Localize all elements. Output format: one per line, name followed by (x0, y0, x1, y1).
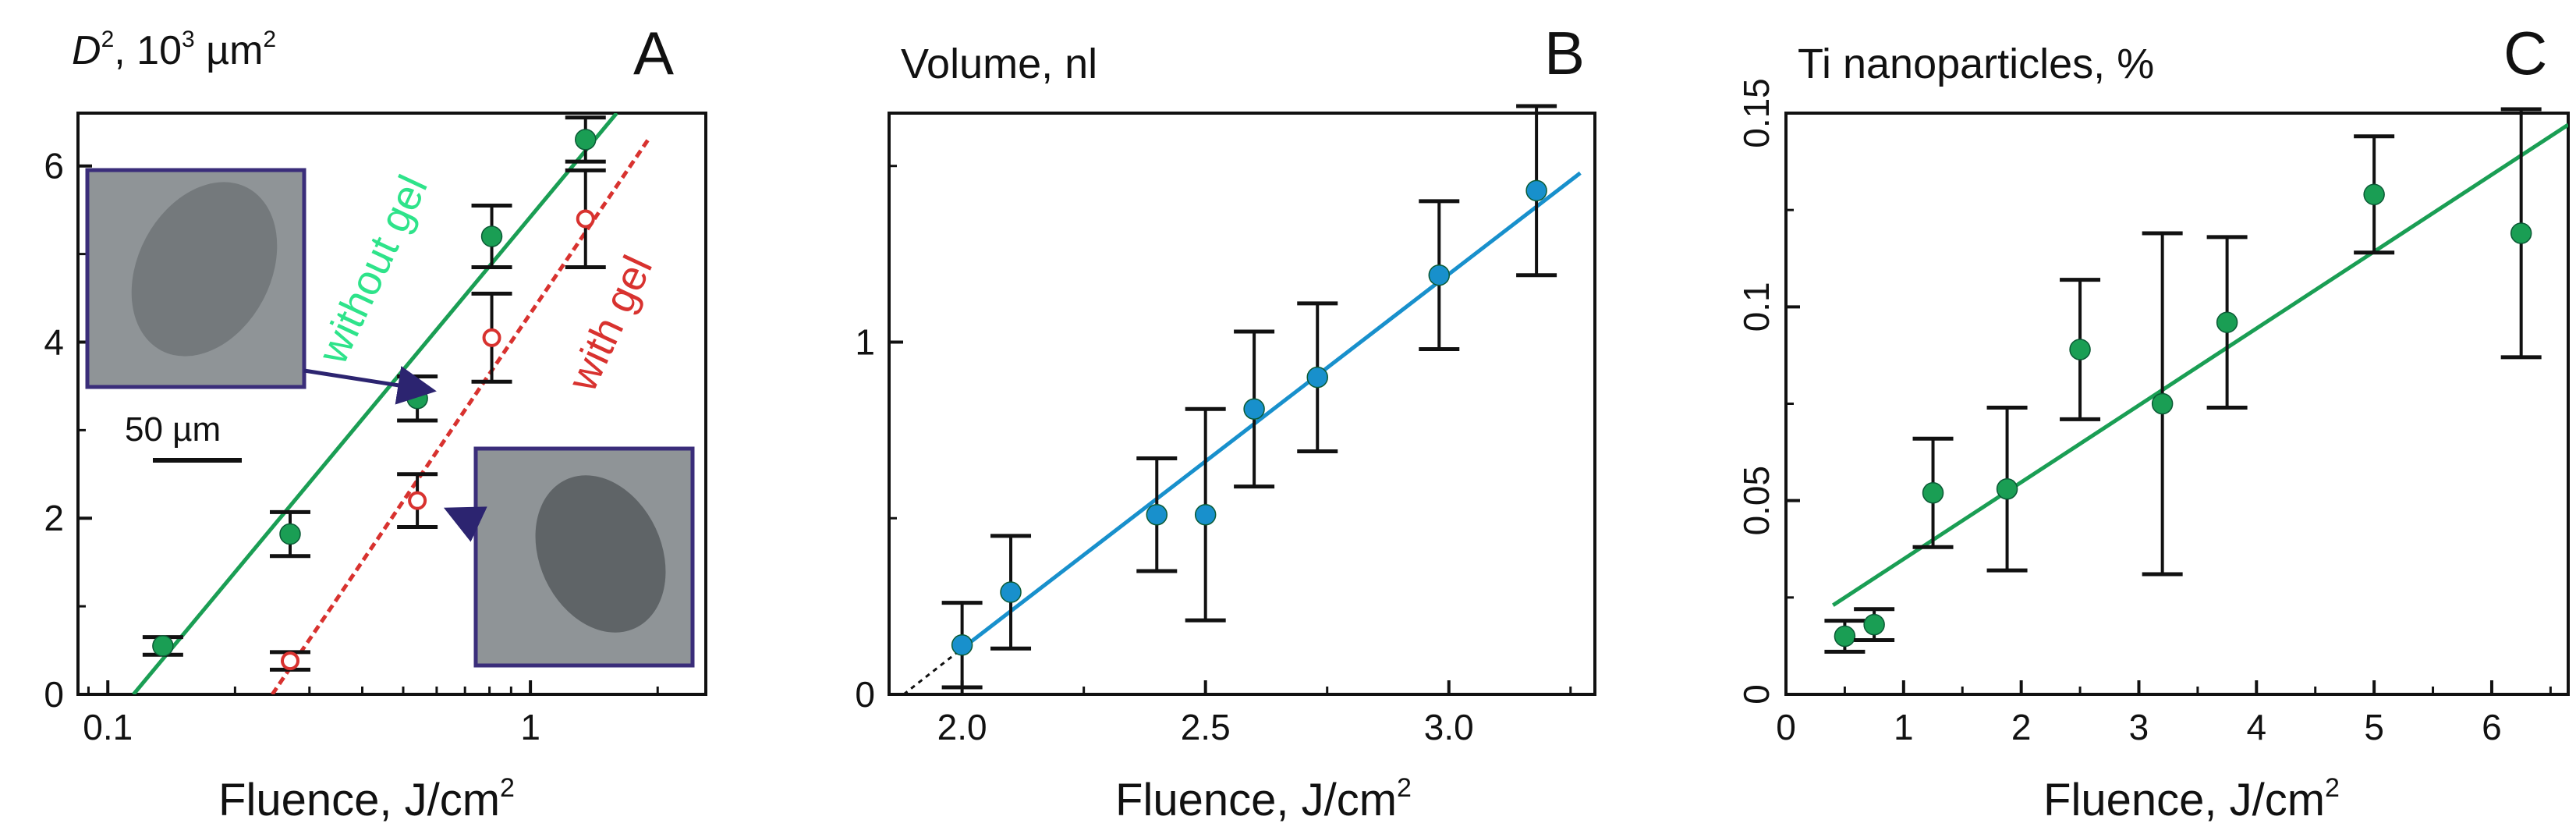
data-point-volume (951, 634, 973, 656)
panel-b-title: Volume, nl (901, 41, 1097, 87)
panel-a-insets: 50 µm without gel with gel (85, 168, 695, 668)
y-tick-label: 0.05 (1736, 466, 1777, 536)
data-point-Ti-nanoparticles (1996, 478, 2018, 500)
y-tick-label: 0.15 (1736, 78, 1777, 148)
panel-b-xlabel: Fluence, J/cm2 (1115, 773, 1412, 825)
data-point-Ti-nanoparticles (2069, 339, 2091, 360)
data-point-with-gel (408, 491, 427, 510)
data-point-volume (1428, 264, 1451, 286)
x-tick-label: 4 (2247, 707, 2267, 747)
data-point-Ti-nanoparticles (2216, 311, 2238, 333)
panel-b: 2.0 2.5 3.0 0 1 Volume, nl B Fluence, J/cm2 (855, 19, 1596, 825)
x-tick-label: 3 (2129, 707, 2149, 747)
y-tick-label: 4 (44, 321, 64, 362)
fit-extrapolation-line (902, 648, 963, 694)
panel-c-letter: C (2503, 19, 2547, 87)
data-point-volume (1525, 179, 1547, 202)
panel-c-xlabel: Fluence, J/cm2 (2043, 773, 2340, 825)
x-tick-label: 1 (520, 707, 540, 747)
panel-a: 0.1 1 0 2 4 6 50 µm without gel with gel D2, … (44, 19, 707, 825)
data-point-Ti-nanoparticles (1834, 625, 1856, 648)
fit-line-volume (961, 171, 1582, 651)
data-point-with-gel (280, 651, 299, 671)
data-point-volume (1306, 366, 1328, 389)
panel-a-letter: A (633, 19, 674, 87)
panel-a-plot: 0.1 1 0 2 4 6 (44, 112, 707, 747)
data-point-Ti-nanoparticles (2363, 183, 2385, 206)
panel-c-title: Ti nanoparticles, % (1798, 41, 2154, 87)
fit-line-Ti-nanoparticles (1831, 122, 2568, 607)
data-point-without-gel (152, 635, 174, 657)
x-tick-label: 3.0 (1424, 707, 1474, 747)
x-tick-label: 2.0 (937, 707, 987, 747)
data-point-without-gel (480, 225, 503, 247)
data-point-volume (1000, 581, 1022, 603)
panel-a-title: D2, 103 µm2 (72, 27, 276, 73)
data-point-volume (1194, 503, 1217, 526)
panel-a-xlabel: Fluence, J/cm2 (218, 773, 515, 825)
arrow-with-gel (443, 506, 487, 542)
y-tick-label: 2 (44, 498, 64, 538)
panel-c-plot: 0 1 2 3 4 5 6 0 0.05 0.1 0.15 (1736, 78, 2570, 747)
x-tick-label: 5 (2364, 707, 2384, 747)
data-point-Ti-nanoparticles (1922, 481, 1944, 504)
panel-b-letter: B (1544, 19, 1585, 87)
data-point-with-gel (576, 209, 595, 229)
fit-line-without-gel (132, 113, 618, 694)
y-tick-label: 6 (44, 146, 64, 186)
x-tick-label: 2.5 (1181, 707, 1231, 747)
y-tick-label: 0 (1736, 684, 1777, 704)
data-point-without-gel (279, 523, 301, 545)
data-point-Ti-nanoparticles (1863, 613, 1885, 636)
x-tick-label: 2 (2011, 707, 2032, 747)
inset-with-gel-spot (535, 475, 666, 633)
plot-frame (76, 112, 707, 696)
label-with-gel: with gel (558, 249, 661, 399)
x-tick-label: 6 (2482, 707, 2502, 747)
data-point-Ti-nanoparticles (2151, 392, 2174, 415)
data-point-Ti-nanoparticles (2510, 222, 2532, 244)
data-point-volume (1146, 503, 1168, 526)
data-point-without-gel (575, 129, 597, 151)
plot-frame (888, 112, 1596, 696)
y-tick-label: 0 (44, 674, 64, 715)
inset-without-gel-spot (131, 182, 278, 357)
data-point-volume (1243, 398, 1265, 421)
panel-c: 0 1 2 3 4 5 600.050.10.15 Ti nanoparticles, % … (1736, 19, 2570, 825)
panel-b-plot: 2.0 2.5 3.0 0 1 (855, 104, 1596, 747)
x-tick-label: 0.1 (83, 707, 133, 747)
x-tick-label: 0 (1776, 707, 1796, 747)
y-tick-label: 0.1 (1736, 282, 1777, 332)
data-point-without-gel (406, 387, 428, 410)
scale-bar-label: 50 µm (125, 410, 221, 449)
x-tick-label: 1 (1894, 707, 1914, 747)
y-tick-label: 1 (855, 321, 875, 362)
label-without-gel: without gel (309, 169, 437, 371)
data-point-with-gel (482, 328, 501, 347)
y-tick-label: 0 (855, 674, 875, 715)
arrow-without-gel (303, 366, 437, 405)
